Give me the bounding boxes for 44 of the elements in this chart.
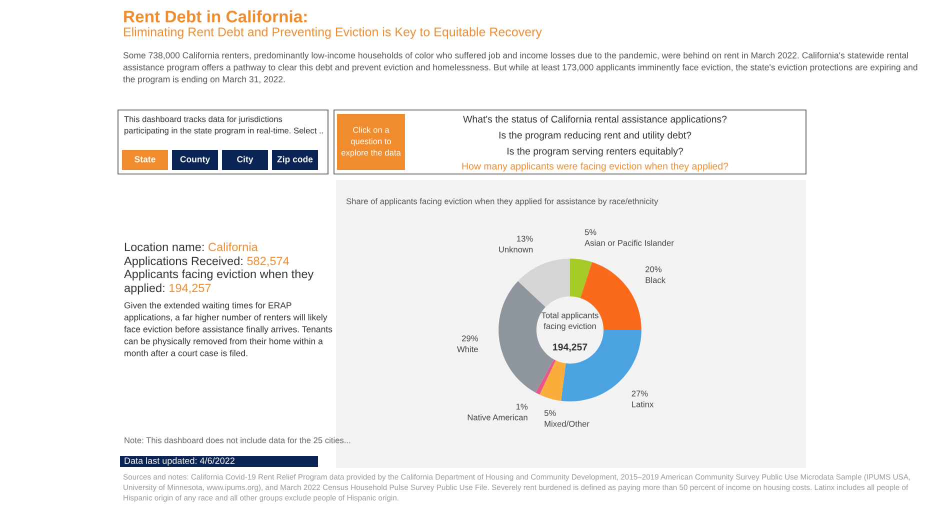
- slice-label: Black: [646, 276, 666, 284]
- text: County: [180, 156, 210, 164]
- text: California: [208, 242, 258, 252]
- data-label: 27%: [632, 390, 648, 396]
- text: Data last updated: 4/6/2022: [124, 457, 234, 466]
- text: What's the status of California rental assistance applications?: [463, 115, 727, 125]
- text: Is the program serving renters equitably?: [508, 147, 683, 157]
- slice-label: Asian or Pacific Islander: [584, 240, 674, 246]
- donut-slice: [536, 359, 556, 395]
- slice-label: Mixed/Other: [544, 420, 590, 427]
- text: Is the program reducing rent and utility debt?: [499, 131, 692, 141]
- donut-slice: [540, 360, 566, 401]
- text: Note: This dashboard does not include data for the 25 cities...: [124, 437, 350, 444]
- donut-slice: [518, 258, 570, 308]
- text: City: [237, 156, 254, 164]
- text: Click on a question to explore the data: [341, 126, 401, 158]
- text: Applicants facing eviction when they: [124, 269, 314, 281]
- text: Zip code: [277, 156, 313, 164]
- text: Location name:: [124, 242, 204, 252]
- text: Applications Received:: [124, 256, 242, 268]
- text: Eliminating Rent Debt and Preventing Eviction is Key to Equitable Recovery: [124, 27, 542, 39]
- slice-label: Unknown: [499, 246, 533, 252]
- text: applied:: [124, 283, 164, 295]
- text: Share of applicants facing eviction when they applied for assistance by race/ethnicity: [346, 198, 658, 206]
- text: How many applicants were facing eviction when they applied?: [462, 162, 728, 172]
- data-label: 1%: [516, 404, 528, 410]
- text: Total applicants facing eviction: [541, 312, 598, 331]
- text: Given the extended waiting times for ERAP applications, a far higher number of renters will likely face eviction before assistance finally arrives. Tenants can be physically removed from their home within a month after a court case is filed.: [124, 302, 332, 356]
- text: 194,257: [553, 344, 588, 352]
- data-label: 5%: [584, 229, 596, 236]
- data-label: 29%: [462, 335, 478, 342]
- text: Some 738,000 California renters, predominantly low-income households of color who suffered job and income losses due to the pandemic, were behind on rent in March 2022. California's statewide rental assistance program offers a pathway to clear this debt and prevent eviction and homelessness. But while at least 173,000 applicants imminently face eviction, the state's eviction protections are expiring and the program is ending on March 31, 2022.: [123, 52, 918, 84]
- slice-label: Latinx: [632, 401, 654, 408]
- text: Rent Debt in California:: [124, 10, 307, 22]
- data-label: 5%: [544, 410, 556, 416]
- slice-label: Native American: [468, 414, 528, 420]
- slice-label: White: [457, 346, 478, 352]
- text: 582,574: [247, 256, 290, 267]
- text: 194,257: [170, 284, 211, 294]
- data-label: 13%: [517, 236, 533, 242]
- text: This dashboard tracks data for jurisdictions participating in the state program in real-time. Select ..: [124, 116, 323, 136]
- text: State: [134, 156, 156, 162]
- data-label: 20%: [646, 266, 662, 272]
- donut-slice: [570, 258, 592, 298]
